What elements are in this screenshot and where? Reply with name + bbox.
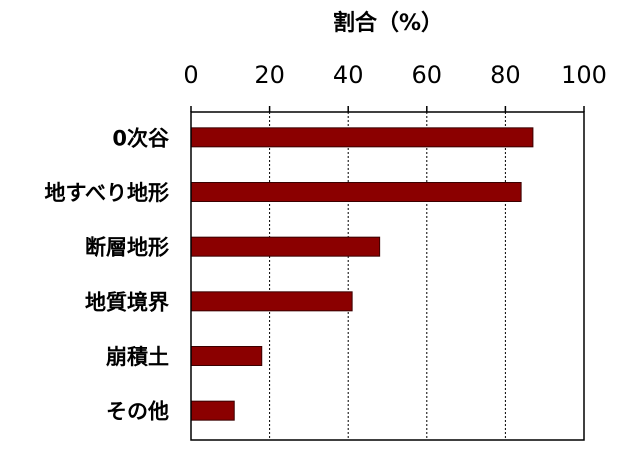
category-label-2: 断層地形 xyxy=(85,236,169,260)
tick-label-20: 20 xyxy=(254,61,285,89)
bar-5 xyxy=(190,400,235,421)
category-label-3: 地質境界 xyxy=(85,290,169,314)
bar-1 xyxy=(190,182,522,202)
tick-label-60: 60 xyxy=(412,61,443,89)
gridlines xyxy=(269,112,506,440)
x-axis-title: 割合（%） xyxy=(333,10,443,36)
plot-area xyxy=(190,111,585,441)
category-label-4: 崩積土 xyxy=(106,345,169,369)
bar-4 xyxy=(190,346,263,366)
tick-label-80: 80 xyxy=(490,61,521,89)
bar-0 xyxy=(190,127,534,148)
category-label-0: 0次谷 xyxy=(112,126,170,150)
x-axis-ticks: 0 20 40 60 80 100 xyxy=(183,61,607,112)
category-label-1: 地すべり地形 xyxy=(44,181,169,205)
category-label-5: その他 xyxy=(106,400,169,424)
tick-label-0: 0 xyxy=(183,61,198,89)
tick-label-40: 40 xyxy=(333,61,364,89)
tick-label-100: 100 xyxy=(561,61,607,89)
bars xyxy=(190,127,534,421)
bar-3 xyxy=(190,291,353,312)
bar-2 xyxy=(190,236,381,257)
